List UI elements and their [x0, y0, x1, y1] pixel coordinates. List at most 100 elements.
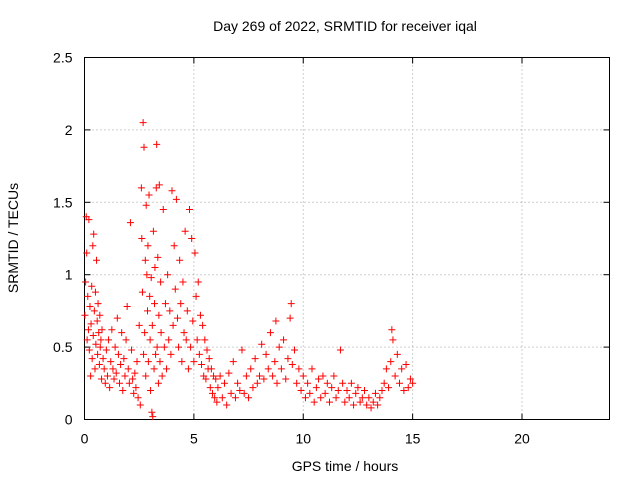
data-point: [387, 358, 395, 366]
x-tick-label: 5: [190, 431, 198, 447]
data-point: [107, 358, 115, 366]
data-point: [164, 271, 172, 279]
data-point: [388, 326, 396, 334]
data-point: [380, 379, 388, 387]
data-point: [91, 288, 99, 296]
data-point: [188, 235, 196, 242]
data-point: [138, 288, 146, 296]
data-point: [236, 387, 244, 395]
data-point: [118, 329, 126, 337]
data-point: [352, 389, 360, 397]
data-point: [124, 365, 132, 373]
data-point: [212, 375, 220, 383]
data-point: [161, 300, 169, 308]
data-point: [98, 375, 106, 383]
data-point: [315, 375, 323, 383]
data-point: [86, 303, 94, 311]
data-point: [201, 336, 209, 344]
data-point: [205, 355, 213, 363]
data-point: [146, 336, 154, 344]
data-point: [81, 311, 89, 319]
data-point: [223, 401, 231, 409]
data-point: [132, 384, 140, 392]
data-point: [140, 350, 148, 358]
data-point: [167, 350, 175, 358]
data-point: [192, 292, 200, 300]
plot-frame: [84, 57, 610, 420]
data-point: [180, 329, 188, 337]
data-point: [153, 140, 161, 148]
data-point: [133, 358, 141, 366]
data-point: [151, 263, 159, 271]
data-point: [332, 394, 340, 402]
data-point: [299, 372, 307, 380]
data-point: [135, 321, 143, 329]
data-point: [93, 317, 101, 325]
y-tick-label: 1: [65, 267, 73, 283]
x-tick-label: 0: [81, 431, 89, 447]
data-point: [253, 379, 261, 387]
data-point: [271, 358, 279, 366]
data-point: [186, 206, 193, 214]
data-point: [125, 379, 133, 387]
data-point: [110, 375, 118, 383]
data-point: [179, 278, 187, 286]
data-point: [391, 372, 399, 380]
data-point: [282, 375, 290, 383]
data-point: [345, 394, 353, 402]
data-point: [251, 355, 259, 363]
data-point: [175, 343, 183, 351]
data-point: [374, 401, 382, 409]
y-tick-label: 2.5: [53, 50, 73, 66]
data-point: [159, 206, 167, 214]
data-point: [83, 336, 91, 344]
data-point: [168, 187, 176, 195]
data-point: [148, 321, 156, 329]
data-point: [287, 300, 295, 308]
data-point: [207, 365, 215, 373]
data-point: [139, 119, 147, 127]
data-point: [406, 375, 414, 383]
data-point: [402, 360, 410, 368]
data-point: [116, 379, 123, 387]
data-point: [350, 401, 358, 409]
data-point: [149, 413, 157, 421]
data-point: [269, 372, 277, 380]
data-point: [122, 336, 130, 344]
data-point: [145, 191, 153, 199]
data-point: [87, 320, 95, 328]
data-point: [157, 278, 165, 286]
data-point: [258, 340, 266, 348]
data-point: [173, 314, 181, 322]
data-point: [84, 326, 92, 334]
data-point: [358, 394, 366, 402]
data-point: [96, 343, 104, 351]
data-point: [221, 379, 228, 387]
data-point: [336, 346, 344, 354]
data-point: [134, 394, 142, 402]
data-point: [93, 256, 101, 264]
data-point: [280, 336, 288, 344]
data-point: [150, 365, 158, 373]
y-tick-label: 2: [65, 122, 73, 138]
data-point: [97, 336, 105, 344]
data-point: [105, 336, 113, 344]
data-point: [117, 360, 125, 368]
data-point: [111, 343, 119, 351]
y-axis-label: SRMTID / TECUs: [5, 183, 21, 293]
data-point: [120, 355, 128, 363]
data-point: [312, 384, 320, 392]
data-point: [247, 365, 255, 373]
data-point: [103, 372, 111, 380]
data-point: [102, 346, 110, 354]
data-point: [129, 375, 137, 383]
data-point: [152, 350, 160, 358]
data-point: [218, 394, 226, 402]
data-point: [171, 285, 179, 293]
data-point: [144, 307, 151, 315]
data-point: [142, 201, 150, 209]
data-point: [170, 242, 178, 250]
data-point: [169, 321, 177, 329]
data-point: [347, 379, 355, 387]
data-point: [137, 184, 145, 192]
